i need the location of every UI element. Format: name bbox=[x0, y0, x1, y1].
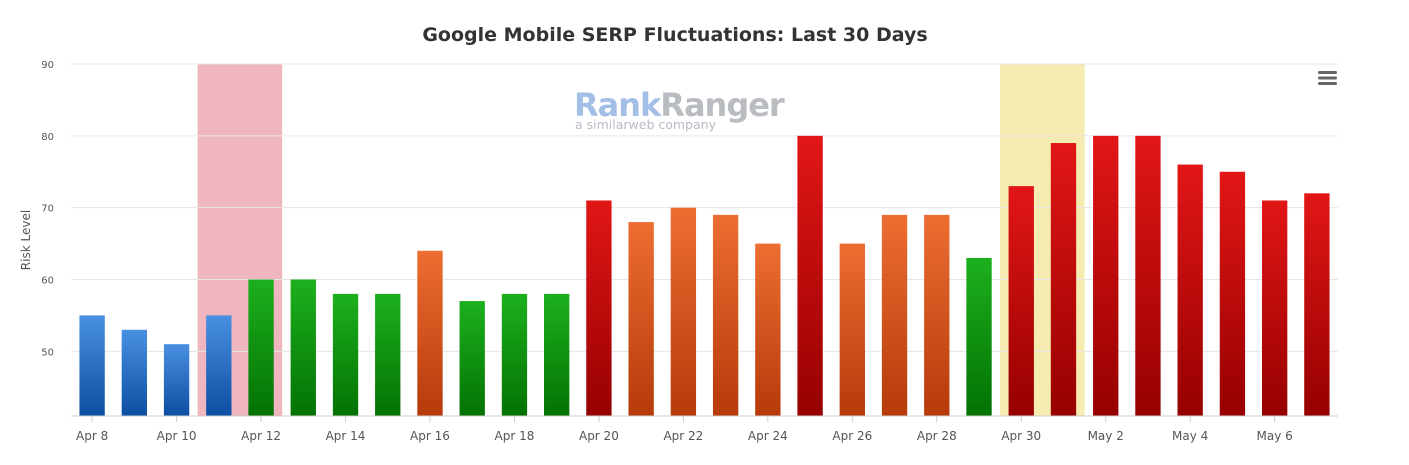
x-tick-label: May 2 bbox=[1088, 429, 1124, 443]
watermark-rank: Rank bbox=[574, 86, 662, 124]
x-tick-label: Apr 20 bbox=[579, 429, 619, 443]
bar[interactable] bbox=[755, 243, 781, 416]
bar[interactable] bbox=[501, 293, 528, 416]
bar[interactable] bbox=[924, 214, 950, 416]
y-tick-label: 90 bbox=[41, 60, 54, 71]
chart-title: Google Mobile SERP Fluctuations: Last 30… bbox=[422, 24, 927, 46]
x-tick-label: Apr 16 bbox=[410, 429, 450, 443]
bar[interactable] bbox=[290, 279, 316, 416]
watermark-subtitle: a similarweb company bbox=[575, 117, 717, 132]
x-tick-label: Apr 24 bbox=[748, 429, 788, 443]
bar[interactable] bbox=[1093, 135, 1119, 416]
y-tick-label: 80 bbox=[41, 132, 54, 143]
bar[interactable] bbox=[1135, 135, 1161, 416]
x-axis: Apr 8 Apr 10 Apr 12 Apr 14 Apr 16 Apr 18 Apr 2… bbox=[76, 416, 1293, 443]
bar[interactable] bbox=[586, 200, 612, 416]
watermark-ranger: Ranger bbox=[660, 86, 785, 124]
bar[interactable] bbox=[1219, 171, 1246, 416]
rankranger-watermark: RankRanger a similarweb company bbox=[574, 86, 786, 132]
bars bbox=[79, 135, 1330, 417]
x-tick-label: Apr 28 bbox=[917, 429, 957, 443]
x-tick-label: Apr 10 bbox=[157, 429, 197, 443]
x-tick-label: Apr 14 bbox=[326, 429, 366, 443]
y-axis: 50 60 70 80 90 bbox=[41, 60, 54, 358]
y-tick-label: 70 bbox=[41, 204, 54, 215]
svg-text:RankRanger: RankRanger bbox=[574, 86, 785, 124]
bar[interactable] bbox=[712, 214, 739, 416]
bar[interactable] bbox=[417, 250, 443, 416]
x-tick-label: May 4 bbox=[1172, 429, 1208, 443]
bar[interactable] bbox=[163, 344, 190, 416]
bar[interactable] bbox=[248, 279, 274, 416]
hamburger-menu-icon[interactable] bbox=[1316, 68, 1340, 88]
y-tick-label: 60 bbox=[41, 276, 54, 287]
bar[interactable] bbox=[375, 293, 401, 416]
x-tick-label: Apr 12 bbox=[241, 429, 281, 443]
y-tick-label: 50 bbox=[41, 347, 54, 358]
bar[interactable] bbox=[797, 135, 823, 416]
x-tick-label: Apr 22 bbox=[663, 429, 703, 443]
bar[interactable] bbox=[628, 222, 654, 416]
bar[interactable] bbox=[1050, 143, 1077, 417]
bar[interactable] bbox=[1008, 186, 1034, 416]
bar[interactable] bbox=[121, 329, 148, 416]
bar[interactable] bbox=[1261, 200, 1288, 416]
bar[interactable] bbox=[1304, 193, 1330, 416]
grid-lines bbox=[71, 63, 1338, 352]
bar[interactable] bbox=[544, 293, 570, 416]
bar[interactable] bbox=[670, 207, 697, 416]
bar[interactable] bbox=[79, 315, 105, 416]
x-tick-label: Apr 8 bbox=[76, 429, 108, 443]
x-tick-label: Apr 30 bbox=[1001, 429, 1041, 443]
bar[interactable] bbox=[1177, 164, 1203, 416]
bar[interactable] bbox=[881, 214, 908, 416]
y-axis-title: Risk Level bbox=[19, 210, 33, 270]
bar[interactable] bbox=[459, 301, 485, 416]
bar[interactable] bbox=[206, 315, 232, 416]
bar[interactable] bbox=[332, 293, 359, 416]
x-tick-label: Apr 18 bbox=[495, 429, 535, 443]
bar[interactable] bbox=[839, 243, 865, 416]
x-tick-label: May 6 bbox=[1257, 429, 1293, 443]
bar[interactable] bbox=[966, 257, 992, 416]
x-tick-label: Apr 26 bbox=[832, 429, 872, 443]
